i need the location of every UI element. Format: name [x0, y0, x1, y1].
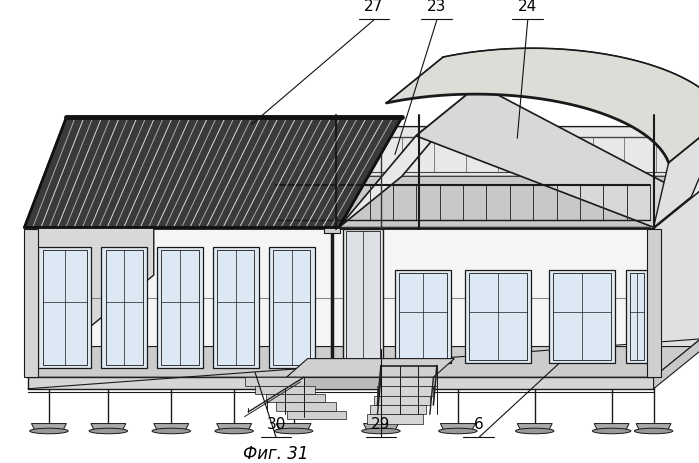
Ellipse shape	[593, 428, 630, 434]
Polygon shape	[553, 274, 611, 361]
Ellipse shape	[516, 428, 554, 434]
Polygon shape	[647, 229, 661, 377]
Polygon shape	[440, 424, 475, 431]
Ellipse shape	[152, 428, 190, 434]
Ellipse shape	[439, 428, 477, 434]
Text: 27: 27	[364, 0, 384, 14]
Polygon shape	[549, 271, 615, 363]
Polygon shape	[157, 248, 203, 368]
Polygon shape	[28, 127, 699, 229]
Polygon shape	[465, 271, 531, 363]
Polygon shape	[630, 274, 644, 361]
Polygon shape	[654, 118, 699, 228]
Polygon shape	[399, 274, 447, 361]
Polygon shape	[287, 411, 346, 419]
Polygon shape	[28, 347, 691, 377]
Polygon shape	[363, 424, 398, 431]
Polygon shape	[377, 387, 433, 396]
Polygon shape	[276, 402, 336, 411]
Polygon shape	[343, 229, 383, 377]
Ellipse shape	[362, 428, 401, 434]
Text: Фиг. 31: Фиг. 31	[243, 444, 309, 462]
Polygon shape	[287, 377, 433, 389]
Polygon shape	[106, 250, 143, 365]
Polygon shape	[339, 86, 479, 228]
Polygon shape	[654, 127, 699, 377]
Polygon shape	[101, 248, 147, 368]
Polygon shape	[28, 127, 154, 377]
Polygon shape	[395, 271, 451, 363]
Polygon shape	[654, 275, 699, 389]
Polygon shape	[161, 250, 199, 365]
Polygon shape	[28, 229, 654, 377]
Polygon shape	[245, 377, 304, 386]
Text: 6: 6	[474, 416, 484, 431]
Polygon shape	[28, 377, 654, 389]
Polygon shape	[346, 232, 380, 375]
Polygon shape	[38, 248, 91, 368]
Polygon shape	[370, 405, 426, 414]
Polygon shape	[517, 424, 552, 431]
Polygon shape	[276, 177, 688, 228]
Polygon shape	[43, 250, 87, 365]
Polygon shape	[367, 414, 423, 424]
Polygon shape	[217, 250, 254, 365]
Polygon shape	[24, 229, 38, 377]
Polygon shape	[626, 271, 648, 363]
Ellipse shape	[215, 428, 254, 434]
Text: 23: 23	[427, 0, 447, 14]
Ellipse shape	[274, 428, 313, 434]
Polygon shape	[31, 424, 66, 431]
Polygon shape	[374, 396, 430, 405]
Polygon shape	[469, 274, 527, 361]
Polygon shape	[255, 386, 315, 394]
Polygon shape	[594, 424, 629, 431]
Text: 24: 24	[518, 0, 538, 14]
Polygon shape	[266, 394, 325, 402]
Polygon shape	[24, 118, 402, 228]
Polygon shape	[324, 215, 340, 234]
Polygon shape	[287, 359, 454, 377]
Ellipse shape	[89, 428, 127, 434]
Text: 29: 29	[371, 416, 391, 431]
Polygon shape	[213, 248, 259, 368]
Polygon shape	[381, 377, 437, 387]
Polygon shape	[416, 86, 691, 228]
Polygon shape	[276, 424, 311, 431]
Polygon shape	[387, 49, 699, 163]
Polygon shape	[217, 424, 252, 431]
Text: 30: 30	[266, 416, 286, 431]
Polygon shape	[91, 424, 126, 431]
Polygon shape	[273, 250, 310, 365]
Polygon shape	[636, 424, 671, 431]
Polygon shape	[269, 248, 315, 368]
Polygon shape	[154, 424, 189, 431]
Ellipse shape	[29, 428, 69, 434]
Ellipse shape	[635, 428, 672, 434]
